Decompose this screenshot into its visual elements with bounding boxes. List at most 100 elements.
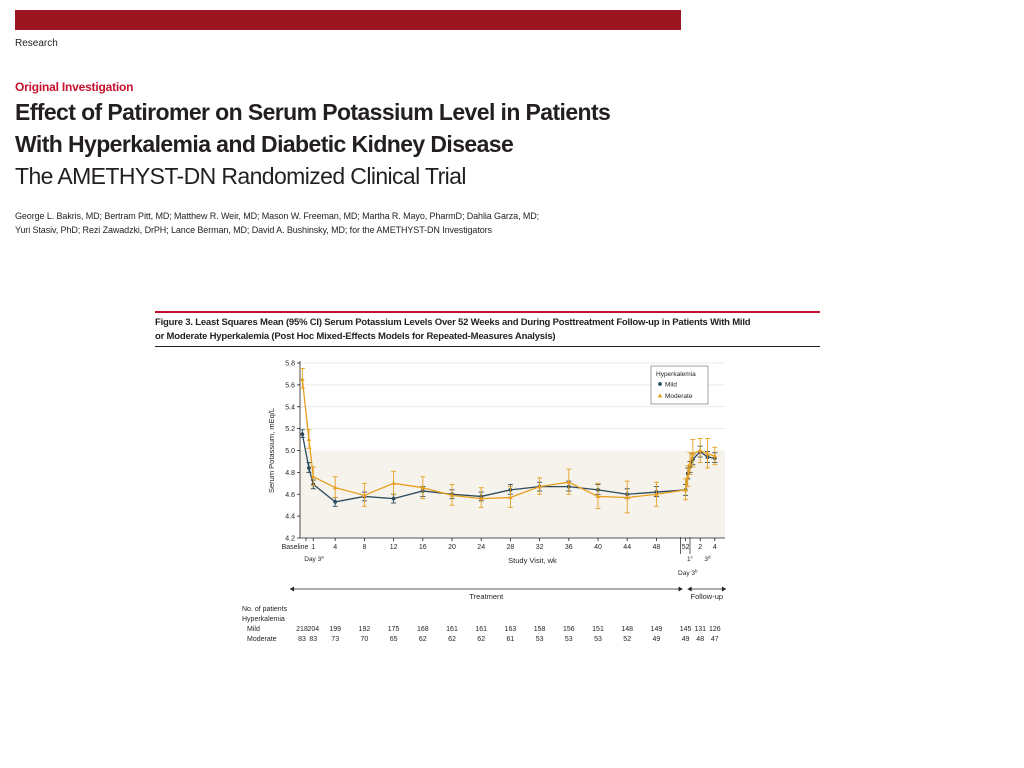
x-tick-label: 4 [713, 544, 717, 551]
data-point-moderate [391, 480, 396, 485]
phase-arrow-head [722, 586, 726, 592]
patients-count: 151 [592, 626, 604, 633]
patients-count: 163 [505, 626, 517, 633]
x-tick-label: Baseline [282, 544, 309, 551]
patients-count: 70 [361, 636, 369, 643]
patients-count: 156 [563, 626, 575, 633]
patients-count: 161 [446, 626, 458, 633]
article-title-line-1: Effect of Patiromer on Serum Potassium L… [15, 99, 611, 125]
x-tick-label: 40 [594, 544, 602, 551]
data-point-moderate [566, 479, 572, 484]
patients-count: 175 [388, 626, 400, 633]
x-tick-label: 44 [623, 544, 631, 551]
series-line-moderate [301, 379, 715, 500]
patients-row-label: Mild [247, 626, 260, 633]
patients-count: 73 [331, 636, 339, 643]
patients-count: 53 [565, 636, 573, 643]
x-tick-label: 24 [477, 544, 485, 551]
patients-count: 131 [694, 626, 706, 633]
data-point-moderate [306, 437, 312, 442]
data-point-moderate [332, 485, 338, 490]
data-point-mild [333, 500, 338, 504]
figure-caption-line-2: or Moderate Hyperkalemia (Post Hoc Mixed… [155, 331, 556, 342]
patients-count: 158 [534, 626, 546, 633]
patients-count: 145 [680, 626, 692, 633]
x-tick-label: 16 [419, 544, 427, 551]
x-tick-label: 52 [682, 544, 690, 551]
y-tick-label: 5.0 [285, 448, 295, 455]
patients-count: 148 [621, 626, 633, 633]
patients-count: 192 [359, 626, 371, 633]
patients-count: 83 [309, 636, 317, 643]
patients-count: 53 [536, 636, 544, 643]
x-sub-label: Day 3b [678, 569, 698, 578]
article-subtitle: The AMETHYST-DN Randomized Clinical Tria… [15, 163, 466, 189]
article-type-label: Original Investigation [15, 80, 134, 94]
patients-count: 52 [623, 636, 631, 643]
y-tick-label: 5.6 [285, 382, 295, 389]
y-tick-label: 4.6 [285, 492, 295, 499]
y-tick-label: 5.8 [285, 361, 295, 368]
x-tick-label: 36 [565, 544, 573, 551]
data-point-moderate [654, 491, 659, 496]
data-point-moderate [690, 451, 696, 456]
authors-line-2: Yuri Stasiv, PhD; Rezi Zawadzki, DrPH; L… [15, 225, 492, 235]
data-point-moderate [478, 496, 484, 501]
y-tick-label: 5.4 [285, 404, 295, 411]
patients-count: 65 [390, 636, 398, 643]
phase-arrow-head [678, 586, 683, 592]
patients-count: 49 [682, 636, 690, 643]
data-point-moderate [362, 492, 367, 497]
legend-label-moderate: Moderate [665, 393, 693, 400]
authors-line-1: George L. Bakris, MD; Bertram Pitt, MD; … [15, 211, 540, 221]
patients-count: 61 [507, 636, 515, 643]
legend-label-mild: Mild [665, 382, 677, 389]
patients-count: 149 [651, 626, 663, 633]
x-sub-label: 3d [704, 555, 711, 564]
data-point-moderate [687, 461, 693, 466]
x-tick-label: 20 [448, 544, 456, 551]
x-tick-label: 48 [653, 544, 661, 551]
y-tick-label: 4.8 [285, 470, 295, 477]
patients-count: 126 [709, 626, 721, 633]
patients-count: 83 [298, 636, 306, 643]
legend-marker-moderate [657, 393, 663, 398]
x-tick-label: 1 [311, 544, 315, 551]
patients-count: 161 [475, 626, 487, 633]
x-tick-label: 8 [362, 544, 366, 551]
data-point-moderate [537, 484, 542, 489]
x-sub-label: Day 3a [304, 555, 324, 564]
data-point-moderate [420, 485, 426, 490]
patients-count: 49 [653, 636, 661, 643]
legend-title: Hyperkalemia [656, 371, 696, 378]
y-axis-title: Serum Potassium, mEq/L [267, 408, 276, 493]
data-point-mild [391, 496, 396, 501]
patients-count: 199 [329, 626, 341, 633]
patients-count: 62 [419, 636, 427, 643]
data-point-mild [300, 432, 305, 436]
x-tick-label: 2 [698, 544, 702, 551]
phase-label: Treatment [469, 592, 504, 601]
x-sub-label: 1c [687, 555, 694, 564]
patients-count: 62 [448, 636, 456, 643]
figure-caption-line-1: Figure 3. Least Squares Mean (95% CI) Se… [155, 317, 751, 328]
y-tick-label: 4.2 [285, 536, 295, 543]
journal-header-bar [15, 10, 681, 30]
patients-table-group: Hyperkalemia [242, 616, 285, 623]
data-point-moderate [712, 453, 718, 458]
data-point-mild [307, 466, 311, 470]
article-title-line-2: With Hyperkalemia and Diabetic Kidney Di… [15, 131, 514, 157]
section-label: Research [15, 38, 58, 49]
data-point-moderate [697, 448, 703, 453]
patients-count: 62 [477, 636, 485, 643]
data-point-moderate [508, 495, 513, 500]
patients-table-title: No. of patients [242, 606, 288, 613]
data-point-moderate [683, 487, 688, 492]
x-tick-label: 32 [536, 544, 544, 551]
data-point-moderate [449, 492, 455, 497]
x-axis-title: Study Visit, wk [508, 556, 557, 565]
x-tick-label: 12 [390, 544, 398, 551]
data-point-moderate [685, 474, 691, 479]
x-tick-label: 4 [333, 544, 337, 551]
